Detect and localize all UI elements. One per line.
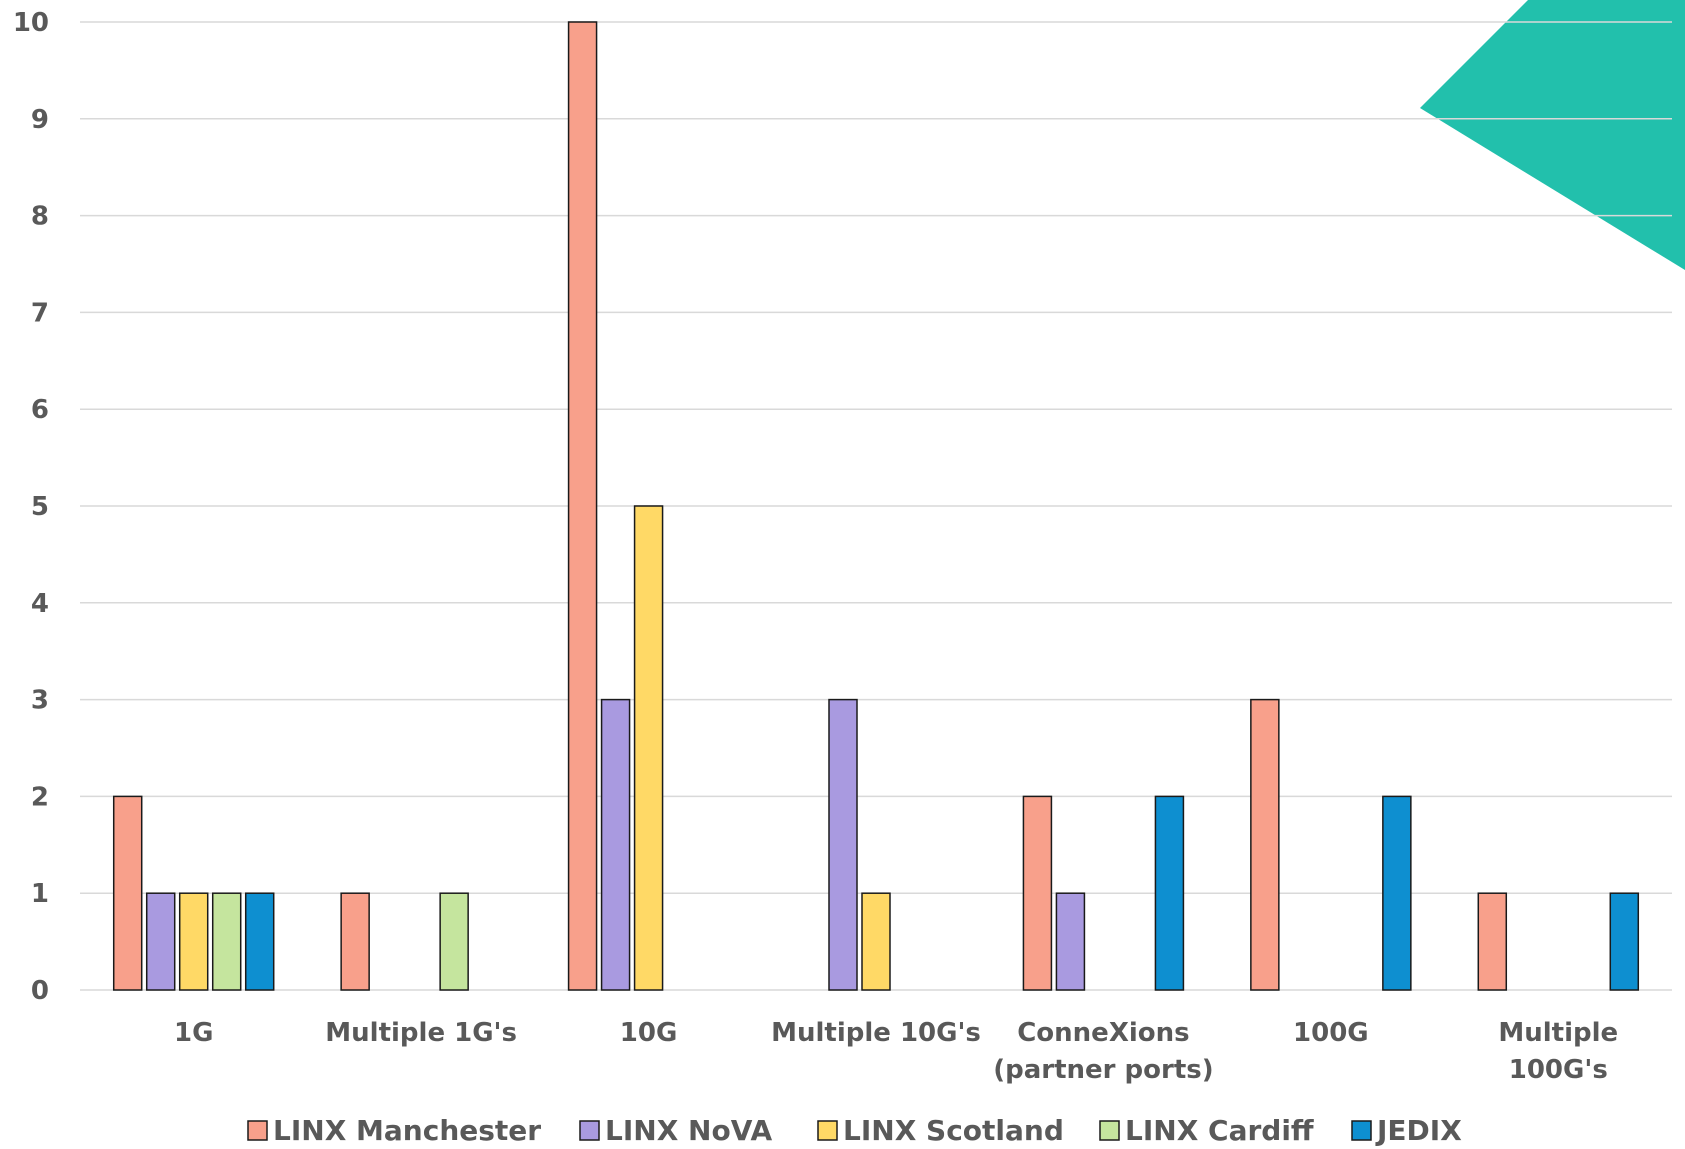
bar-linx-nova-0 bbox=[145, 892, 176, 991]
y-tick-label: 6 bbox=[31, 395, 49, 425]
y-tick-label: 10 bbox=[13, 8, 49, 38]
bar-linx-cardiff-1 bbox=[439, 892, 469, 991]
legend-swatch bbox=[1351, 1120, 1372, 1141]
x-category-label: Multiple 1G's bbox=[325, 1018, 517, 1048]
bar-jedix-4 bbox=[1154, 795, 1185, 991]
bar-linx-manchester-6 bbox=[1477, 892, 1508, 991]
y-tick-label: 2 bbox=[31, 782, 49, 812]
bar-linx-manchester-1 bbox=[340, 892, 370, 991]
y-tick-label: 8 bbox=[31, 202, 49, 232]
x-category-label: 100G's bbox=[1509, 1055, 1608, 1085]
bar-linx-manchester-0 bbox=[112, 795, 143, 991]
y-tick-label: 9 bbox=[31, 105, 49, 135]
y-tick-label: 3 bbox=[31, 686, 49, 716]
y-tick-label: 1 bbox=[31, 879, 49, 909]
bar-linx-cardiff-0 bbox=[211, 892, 242, 991]
corner-accent-shape bbox=[1420, 0, 1685, 270]
x-category-label: 100G bbox=[1293, 1018, 1369, 1048]
legend-swatch bbox=[1099, 1120, 1120, 1141]
bar-jedix-6 bbox=[1609, 892, 1640, 991]
bar-jedix-5 bbox=[1382, 795, 1412, 991]
x-category-label: ConneXions bbox=[1017, 1018, 1189, 1048]
legend-label: LINX NoVA bbox=[605, 1114, 772, 1147]
legend: LINX Manchester LINX NoVA LINX Scotland LIN… bbox=[247, 1114, 1462, 1147]
x-category-label: Multiple bbox=[1498, 1018, 1618, 1048]
bar-jedix-0 bbox=[244, 892, 275, 991]
bar-linx-manchester-5 bbox=[1250, 698, 1280, 991]
legend-swatch bbox=[247, 1120, 268, 1141]
legend-label: LINX Scotland bbox=[843, 1114, 1064, 1147]
x-category-label: (partner ports) bbox=[993, 1055, 1213, 1085]
bar-linx-nova-4 bbox=[1055, 892, 1086, 991]
legend-swatch bbox=[817, 1120, 838, 1141]
x-axis-labels: 1G Multiple 1G's 10G Multiple 10G's ConneXio… bbox=[174, 1018, 1618, 1085]
y-tick-label: 0 bbox=[31, 976, 49, 1006]
y-tick-label: 7 bbox=[31, 298, 49, 328]
legend-label: JEDIX bbox=[1375, 1114, 1462, 1147]
y-tick-label: 4 bbox=[31, 589, 49, 619]
bar-linx-scotland-0 bbox=[178, 892, 209, 991]
x-category-label: Multiple 10G's bbox=[771, 1018, 981, 1048]
gridlines bbox=[80, 21, 1672, 991]
bar-linx-manchester-4 bbox=[1022, 795, 1053, 991]
y-tick-label: 5 bbox=[31, 492, 49, 522]
bar-linx-nova-3 bbox=[828, 698, 858, 991]
x-category-label: 10G bbox=[620, 1018, 678, 1048]
bar-linx-scotland-3 bbox=[861, 892, 891, 991]
x-category-label: 1G bbox=[174, 1018, 213, 1048]
legend-label: LINX Cardiff bbox=[1125, 1114, 1314, 1147]
y-axis-ticks: 0 1 2 3 4 5 6 7 8 9 10 bbox=[13, 8, 49, 1006]
legend-label: LINX Manchester bbox=[273, 1114, 541, 1147]
bar-linx-scotland-2 bbox=[633, 505, 664, 991]
bar-linx-nova-2 bbox=[600, 698, 631, 991]
bars bbox=[112, 21, 1640, 991]
legend-swatch bbox=[579, 1120, 600, 1141]
bar-linx-manchester-2 bbox=[567, 21, 598, 991]
